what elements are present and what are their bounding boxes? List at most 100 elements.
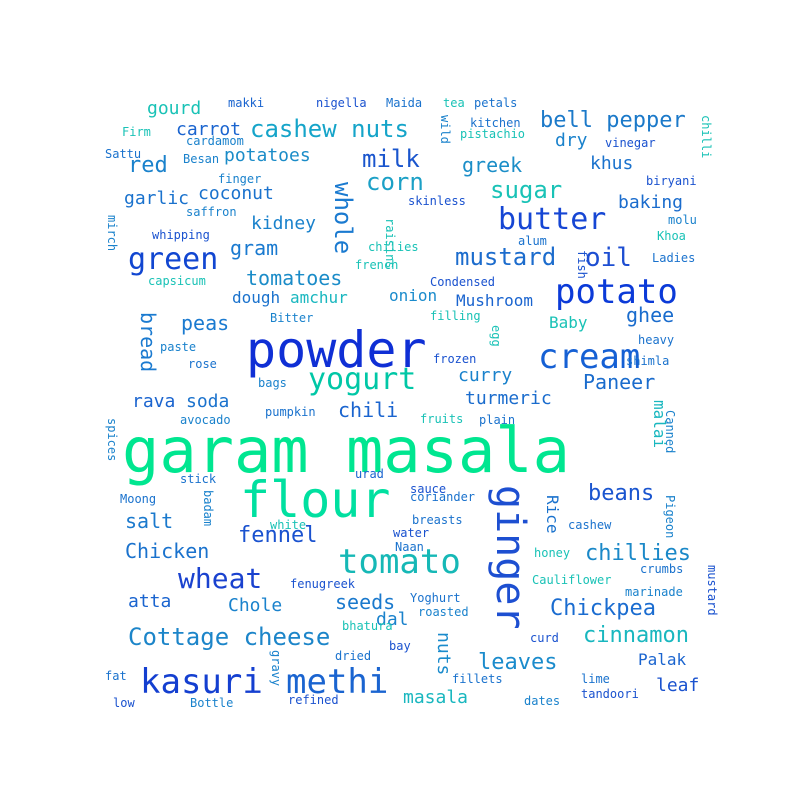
word: cashew nuts <box>250 115 409 143</box>
word: yogurt <box>308 362 417 397</box>
word: sauce <box>410 482 447 496</box>
word: dates <box>524 694 561 708</box>
word: Palak <box>638 650 687 669</box>
word: tea <box>443 96 465 110</box>
word: chilies <box>368 240 419 254</box>
word: milk <box>362 145 420 173</box>
word: baking <box>618 192 684 213</box>
word: khus <box>590 153 634 174</box>
word: dry <box>555 130 588 151</box>
word: dried <box>335 649 372 663</box>
word: kidney <box>251 213 317 234</box>
word: Chicken <box>125 539 210 563</box>
word: curry <box>458 365 513 386</box>
word: bell pepper <box>540 108 686 133</box>
word: bags <box>258 376 287 390</box>
word: dough <box>232 288 281 307</box>
word: cashew <box>568 518 612 532</box>
word: Paneer <box>583 370 656 394</box>
word: avocado <box>180 413 231 427</box>
word: fennel <box>238 523 318 548</box>
word: potato <box>555 272 678 312</box>
word: soda <box>186 391 230 412</box>
word: rose <box>188 357 217 371</box>
word: Canned <box>663 410 677 454</box>
word: paste <box>160 340 197 354</box>
word: Khoa <box>657 229 686 243</box>
word: vinegar <box>605 136 656 150</box>
word: white <box>270 518 307 532</box>
word: sugar <box>490 176 563 204</box>
word: marinade <box>625 585 683 599</box>
word: Bitter <box>270 311 314 325</box>
word: makki <box>228 96 265 110</box>
word: Mushroom <box>456 291 534 310</box>
word: gravy <box>269 650 283 687</box>
word: peas <box>181 311 230 335</box>
word: kitchen <box>470 116 521 130</box>
word: Besan <box>183 152 220 166</box>
word: Yoghurt <box>410 591 461 605</box>
word: tomatoes <box>246 266 343 290</box>
word: mirch <box>105 215 119 252</box>
word: green <box>128 242 219 277</box>
word: Condensed <box>430 275 496 289</box>
word: capsicum <box>148 274 206 288</box>
word: garlic <box>124 188 190 209</box>
word: fillets <box>452 672 503 686</box>
word: ginger <box>487 485 533 630</box>
word: badam <box>201 490 215 527</box>
word: fenugreek <box>290 577 356 591</box>
word: coconut <box>198 183 274 204</box>
word: butter <box>498 202 607 237</box>
word: Firm <box>122 125 151 139</box>
word: powder <box>246 321 427 379</box>
word: finger <box>218 172 262 186</box>
word: chilli <box>699 115 713 159</box>
word: curd <box>530 631 559 645</box>
word: skinless <box>408 194 466 208</box>
word: Moong <box>120 492 157 506</box>
word: pistachio <box>460 127 526 141</box>
word: Cottage cheese <box>128 623 331 651</box>
word: french <box>355 258 399 272</box>
word: egg <box>489 325 503 347</box>
word: Cauliflower <box>532 573 612 587</box>
word: mustard <box>705 565 719 616</box>
word: alum <box>518 234 547 248</box>
word: bhatura <box>342 619 393 633</box>
word: chillies <box>585 541 691 566</box>
word: fish <box>575 250 589 279</box>
word: bay <box>389 639 411 653</box>
word: urad <box>355 467 384 481</box>
word: lime <box>581 672 610 686</box>
word: flour <box>240 471 391 529</box>
word: filling <box>430 309 481 323</box>
word: methi <box>286 662 389 702</box>
word: shimla <box>626 354 670 368</box>
word: beans <box>588 481 655 506</box>
word: molu <box>668 213 697 227</box>
word: carrot <box>176 119 242 140</box>
word: raisins <box>383 218 397 269</box>
word: Bottle <box>190 696 234 710</box>
word: low <box>113 696 135 710</box>
word: Baby <box>549 313 588 332</box>
word: cinnamon <box>583 623 689 648</box>
word: wild <box>438 115 452 144</box>
word: coriander <box>410 490 476 504</box>
word: Rice <box>543 495 562 534</box>
word: ghee <box>626 303 675 327</box>
word: roasted <box>418 605 469 619</box>
word: Ladies <box>652 251 696 265</box>
word: red <box>128 153 168 178</box>
word: corn <box>366 168 424 196</box>
word: Chickpea <box>550 596 656 621</box>
word: mustard <box>455 243 557 271</box>
word: Naan <box>395 540 424 554</box>
word: tandoori <box>581 687 639 701</box>
word: Pigeon <box>663 495 677 539</box>
word: whole <box>329 182 357 255</box>
word: chili <box>338 398 399 422</box>
word: onion <box>389 286 438 305</box>
